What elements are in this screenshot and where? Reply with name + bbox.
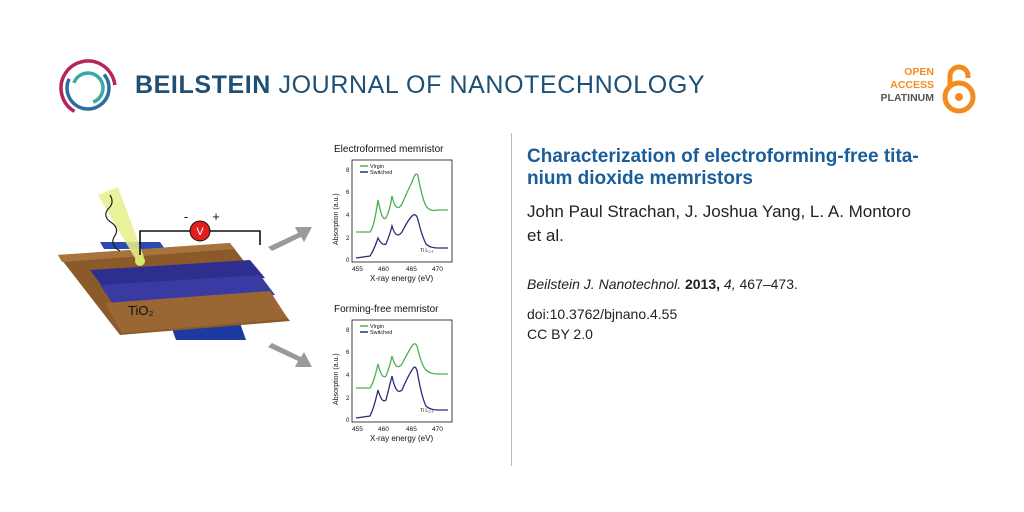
oa-platinum-label: PLATINUM [880,92,934,104]
bottom-xtick-470: 470 [432,426,443,433]
device-tio2-label: TiO₂ [128,303,154,318]
oa-access-label: ACCESS [890,79,934,91]
bottom-ytick-6: 6 [346,350,350,356]
journal-header: BEILSTEIN JOURNAL OF NANOTECHNOLOGY OPEN… [58,58,978,117]
top-xtick-455: 455 [352,266,363,273]
article-title[interactable]: Characterization of electroforming-free … [527,146,967,190]
bottom-virgin-curve [356,343,448,389]
bottom-ytick-4: 4 [346,373,350,379]
top-switched-curve [355,214,448,259]
article-license[interactable]: CC BY 2.0 [527,326,593,342]
citation-pages: 467–473. [739,276,798,292]
article-title-line1: Characterization of electroforming-free … [527,146,919,167]
bottom-xas-chart: Forming-free memristor Virgin Switched A… [333,304,453,443]
top-xtick-460: 460 [378,266,389,273]
article-authors: John Paul Strachan, J. Joshua Yang, L. A… [527,200,967,248]
top-ytick-0: 0 [346,258,350,264]
top-x-axis-label: X-ray energy (eV) [370,274,433,283]
top-chart-title: Electroformed memristor [334,144,444,155]
bottom-x-axis-label: X-ray energy (eV) [370,434,433,443]
authors-line1: John Paul Strachan, J. Joshua Yang, L. A… [527,202,912,221]
oa-open-label: OPEN [904,66,934,78]
bottom-ytick-0: 0 [346,418,350,424]
authors-line2: et al. [527,226,564,245]
top-ytick-4: 4 [346,213,350,219]
citation-year: 2013, [684,276,721,292]
bottom-y-axis-label: Absorption (a.u.) [333,353,340,405]
bottom-xtick-465: 465 [406,426,417,433]
open-lock-icon [942,64,976,114]
top-ytick-2: 2 [346,236,350,242]
article-info: Characterization of electroforming-free … [527,146,967,342]
top-ytick-6: 6 [346,190,350,196]
circuit-minus-label: - [184,209,188,224]
journal-title: BEILSTEIN JOURNAL OF NANOTECHNOLOGY [135,71,705,100]
bottom-chart-title: Forming-free memristor [334,304,439,315]
journal-name-rest: JOURNAL OF NANOTECHNOLOGY [278,71,706,99]
citation: Beilstein J. Nanotechnol. 2013, 4, 467–4… [527,276,967,292]
top-virgin-curve [356,173,448,233]
citation-volume: 4, [723,276,736,292]
top-annotation: Ti L₂,₃ [420,248,434,254]
journal-name-bold: BEILSTEIN [135,71,271,99]
top-legend-virgin: Virgin [370,164,384,170]
bottom-legend-switched: Switched [370,330,392,336]
circuit-plus-label: + [212,209,220,224]
bottom-xtick-460: 460 [378,426,389,433]
top-xas-chart: Electroformed memristor Virgin Switched … [333,144,453,283]
bottom-ytick-8: 8 [346,328,350,334]
top-y-axis-label: Absorption (a.u.) [333,193,340,245]
article-doi[interactable]: doi:10.3762/bjnano.4.55 [527,306,678,322]
top-ytick-8: 8 [346,168,350,174]
citation-journal: Beilstein J. Nanotechnol. [527,276,682,292]
bottom-xtick-455: 455 [352,426,363,433]
arrow-to-bottom-chart-icon [268,343,312,367]
memristor-device-illustration: V - + TiO₂ [58,187,290,340]
arrow-to-top-chart-icon [268,227,312,251]
article-title-line2: nium dioxide memristors [527,168,753,189]
top-legend-switched: Switched [370,170,392,176]
bottom-ytick-2: 2 [346,396,350,402]
bottom-switched-curve [355,366,448,419]
bottom-annotation: Ti L₂,₃ [420,408,434,414]
voltmeter-label: V [196,226,204,238]
graphical-abstract-figure: V - + TiO₂ Electroformed memristor Virgi… [58,144,453,443]
beilstein-logo-icon [59,59,117,117]
bottom-legend-virgin: Virgin [370,324,384,330]
top-xtick-465: 465 [406,266,417,273]
top-xtick-470: 470 [432,266,443,273]
vertical-divider [511,133,512,466]
